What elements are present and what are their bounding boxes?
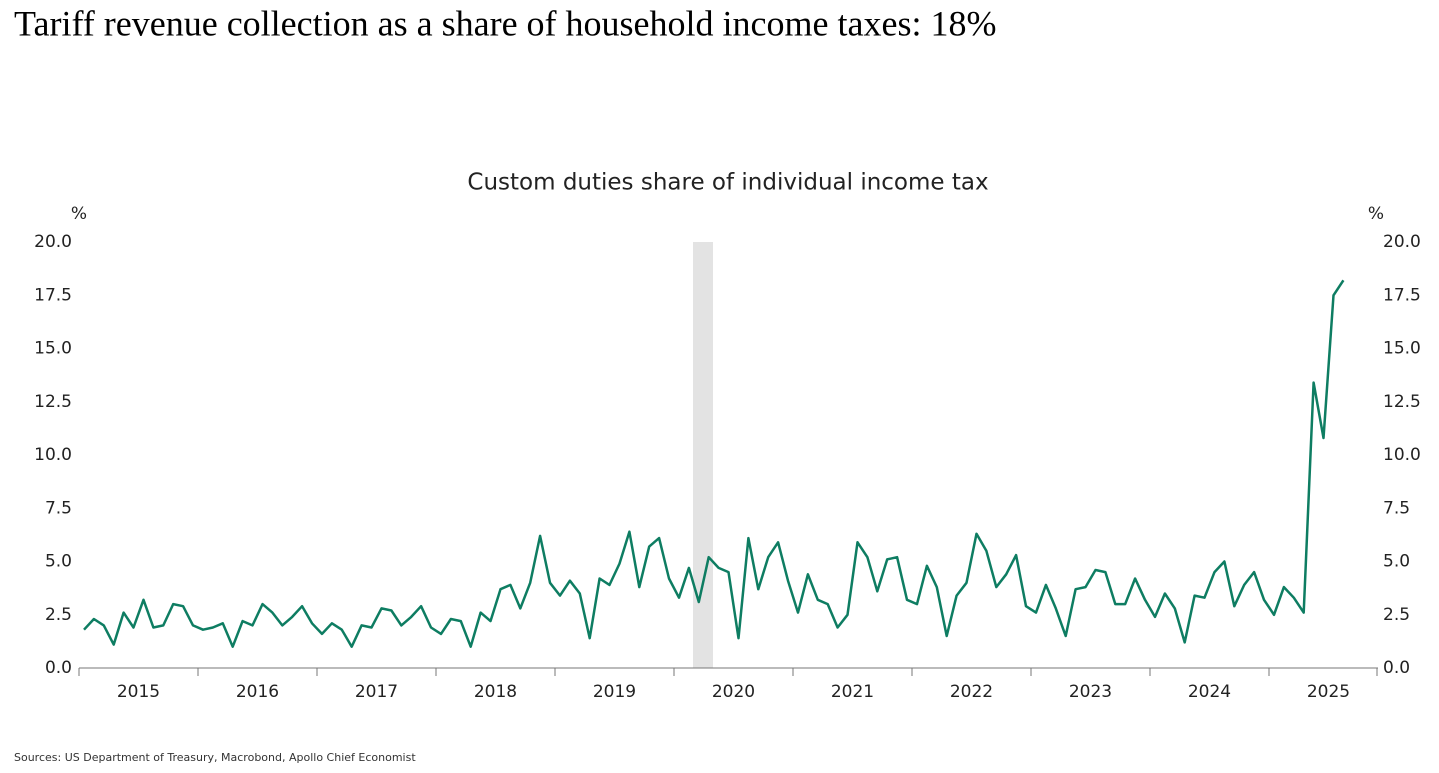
- chart-title: Custom duties share of individual income…: [467, 170, 988, 196]
- y-tick-label: 0.0: [45, 658, 72, 678]
- y2-tick-label: 10.0: [1383, 445, 1421, 465]
- y-axis-label: %: [71, 204, 87, 224]
- y-tick-label: 15.0: [34, 339, 72, 359]
- data-line: [83, 279, 1345, 648]
- source: Sources: US Department of Treasury, Macr…: [14, 751, 416, 764]
- y-tick-label: 20.0: [34, 232, 72, 252]
- page-title: Tariff revenue collection as a share of …: [14, 3, 996, 43]
- y2-tick-label: 0.0: [1383, 658, 1410, 678]
- x-tick-label: 2021: [831, 682, 874, 702]
- x-tick-label: 2015: [117, 682, 160, 702]
- y2-tick-label: 7.5: [1383, 498, 1410, 518]
- x-tick-label: 2023: [1069, 682, 1112, 702]
- x-tick-label: 2018: [474, 682, 517, 702]
- y-tick-label: 10.0: [34, 445, 72, 465]
- y-tick-label: 17.5: [34, 285, 72, 305]
- y2-tick-label: 5.0: [1383, 552, 1410, 572]
- y-tick-label: 7.5: [45, 498, 72, 518]
- x-tick-label: 2024: [1188, 682, 1231, 702]
- y-tick-label: 12.5: [34, 392, 72, 412]
- y2-tick-label: 12.5: [1383, 392, 1421, 412]
- y2-tick-label: 20.0: [1383, 232, 1421, 252]
- y2-tick-label: 17.5: [1383, 285, 1421, 305]
- y2-tick-label: 2.5: [1383, 605, 1410, 625]
- x-tick-label: 2025: [1307, 682, 1350, 702]
- x-tick-label: 2022: [950, 682, 993, 702]
- recession-band: [693, 242, 713, 668]
- y2-tick-label: 15.0: [1383, 339, 1421, 359]
- x-tick-label: 2016: [236, 682, 279, 702]
- x-tick-label: 2019: [593, 682, 636, 702]
- x-tick-label: 2017: [355, 682, 398, 702]
- x-tick-label: 2020: [712, 682, 755, 702]
- y2-axis-label: %: [1368, 204, 1384, 224]
- y-tick-label: 2.5: [45, 605, 72, 625]
- y-tick-label: 5.0: [45, 552, 72, 572]
